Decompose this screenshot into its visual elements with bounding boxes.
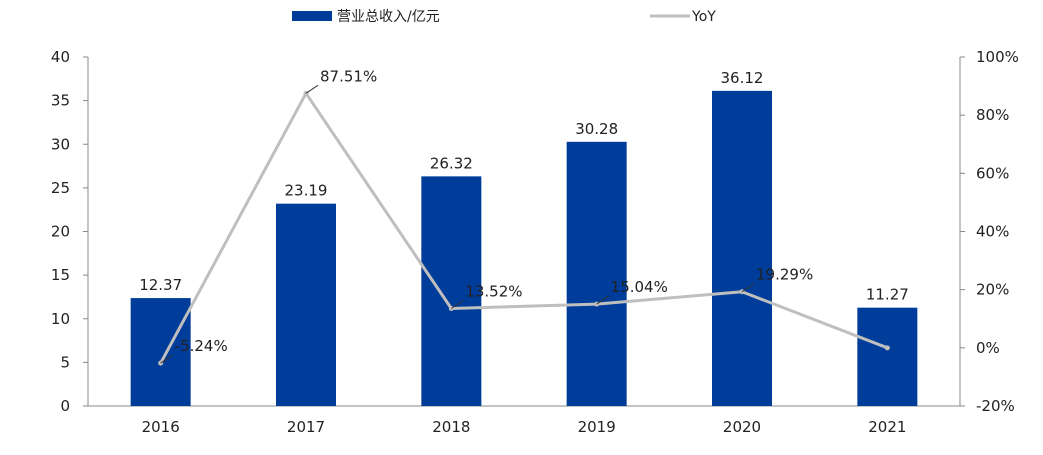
right-axis-tick-label: 80%	[976, 106, 1009, 124]
yoy-value-label: -5.24%	[175, 337, 228, 355]
yoy-point	[884, 345, 890, 351]
yoy-line	[159, 91, 888, 364]
right-axis-tick-label: -20%	[976, 397, 1015, 415]
bar-revenue	[421, 176, 482, 406]
data-labels: 12.37 23.19 26.32 30.28 36.12 11.27 -5.24% 87.5…	[139, 67, 909, 364]
bars	[130, 90, 918, 406]
x-axis-tick-label: 2018	[432, 418, 470, 436]
left-axis-tick-label: 35	[51, 92, 70, 110]
bar-value-label: 26.32	[430, 154, 473, 172]
yoy-value-label: 13.52%	[465, 283, 522, 301]
bar-revenue	[130, 298, 191, 406]
legend-label-yoy: YoY	[691, 9, 716, 25]
yoy-line-layer	[158, 90, 890, 366]
x-axis-tick-label: 2016	[142, 418, 180, 436]
yoy-label-leader	[741, 283, 755, 293]
bar-revenue	[857, 307, 918, 406]
right-axis-tick-label: 100%	[976, 48, 1019, 66]
legend: 营业总收入/亿元 YoY	[292, 9, 716, 25]
left-axis-tick-label: 10	[51, 310, 70, 328]
legend-swatch-revenue	[292, 11, 332, 21]
yoy-value-label: 15.04%	[611, 278, 668, 296]
yoy-value-label: 19.29%	[756, 266, 813, 284]
bar-revenue	[712, 90, 772, 406]
x-axis-tick-label: 2017	[287, 418, 325, 436]
legend-label-revenue: 营业总收入/亿元	[337, 9, 440, 25]
yoy-label-leader	[305, 84, 319, 94]
left-axis-tick-label: 25	[51, 179, 70, 197]
left-axis-tick-label: 15	[51, 266, 70, 284]
right-axis-tick-label: 60%	[976, 164, 1009, 182]
x-axis-tick-label: 2021	[868, 418, 906, 436]
left-axis-tick-label: 30	[51, 135, 70, 153]
yoy-label-leader	[451, 300, 464, 309]
left-axis-tick-label: 20	[51, 223, 70, 241]
yoy-label-leader	[160, 354, 173, 364]
left-axis-tick-label: 40	[51, 48, 70, 66]
axes: 0 5 10 15 20 25 30 35 40 -20% 0% 20% 40% 60% 80% 100% 20…	[51, 48, 1019, 436]
left-axis-tick-label: 5	[60, 353, 70, 371]
right-axis-tick-label: 40%	[976, 223, 1009, 241]
left-axis-tick-label: 0	[60, 397, 70, 415]
x-axis-tick-label: 2020	[723, 418, 761, 436]
bar-value-label: 30.28	[575, 120, 618, 138]
bar-value-label: 23.19	[285, 182, 328, 200]
yoy-label-leader	[596, 295, 609, 305]
bar-revenue	[276, 203, 336, 406]
x-axis-tick-label: 2019	[578, 418, 616, 436]
bar-revenue	[566, 141, 627, 406]
yoy-value-label: 87.51%	[320, 67, 377, 85]
right-axis-tick-label: 20%	[976, 281, 1009, 299]
bar-value-label: 11.27	[866, 286, 909, 304]
bar-value-label: 36.12	[721, 69, 764, 87]
bar-value-label: 12.37	[139, 276, 182, 294]
right-axis-tick-label: 0%	[976, 339, 1000, 357]
